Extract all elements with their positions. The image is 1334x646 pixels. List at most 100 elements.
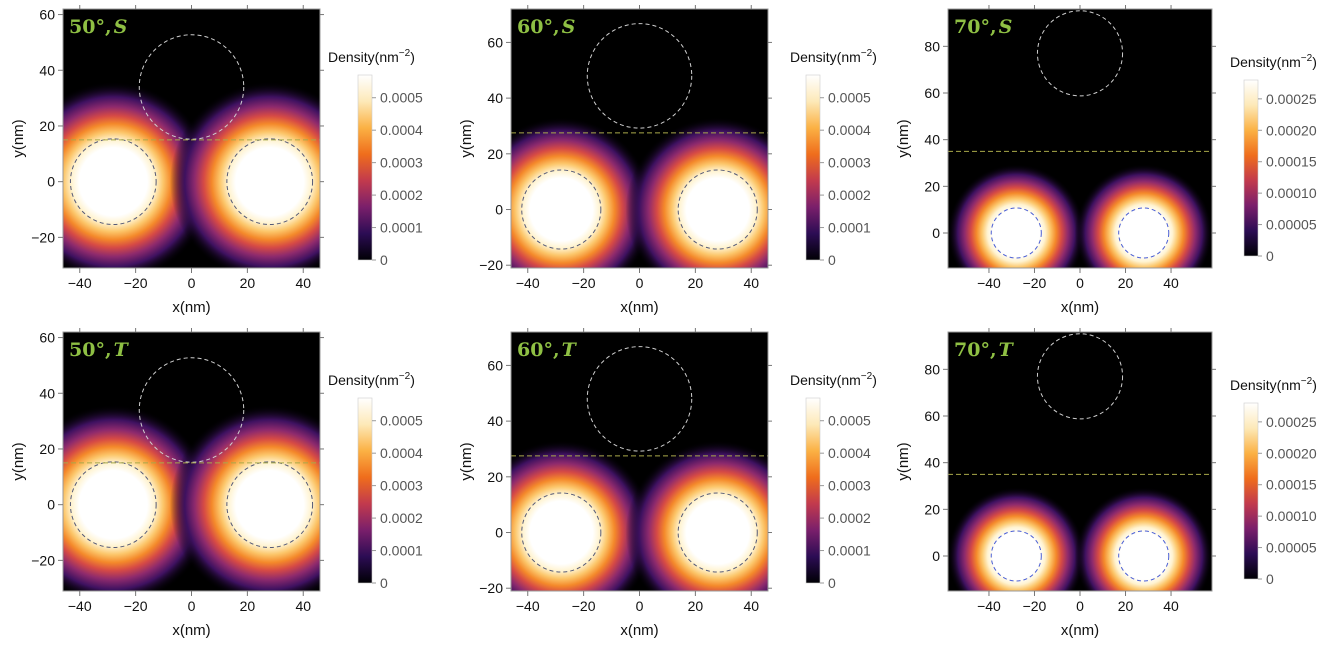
colorbar-tick-label: 0.0004 bbox=[828, 445, 871, 461]
x-tick-label: 20 bbox=[688, 598, 704, 614]
x-tick-label: −40 bbox=[68, 598, 92, 614]
heatmap-panel-3: −40 −20 0 20 40 0 20 40 60 80 x(nm) y(nm) 70°, S 0 0.00… bbox=[895, 5, 1317, 316]
y-tick-label: 60 bbox=[39, 330, 55, 346]
density-blob-2 bbox=[1074, 487, 1212, 591]
colorbar-gradient bbox=[805, 397, 821, 584]
y-tick-label: −20 bbox=[31, 229, 55, 245]
x-tick-label: 40 bbox=[295, 275, 311, 291]
density-blob-1 bbox=[511, 117, 654, 268]
colorbar: 0 0.0001 0.0002 0.0003 0.0004 0.0005 Density(n… bbox=[328, 48, 423, 268]
density-blob-2 bbox=[1074, 164, 1212, 268]
x-axis-label: x(nm) bbox=[1061, 622, 1099, 639]
x-tick-label: 0 bbox=[636, 275, 644, 291]
y-tick-label: 20 bbox=[487, 469, 503, 485]
x-tick-label: −20 bbox=[572, 598, 596, 614]
colorbar: 0 0.0001 0.0002 0.0003 0.0004 0.0005 Density(n… bbox=[790, 48, 877, 268]
blob-outline-circle-2 bbox=[226, 461, 314, 549]
colorbar-tick-label: 0.00020 bbox=[1266, 445, 1317, 461]
colorbar-title: Density(nm−2) bbox=[1230, 53, 1317, 70]
blob-outline-circle-2 bbox=[677, 492, 758, 573]
panel-label: 70°, T bbox=[954, 339, 1015, 361]
y-tick-label: 0 bbox=[47, 174, 55, 190]
colorbar-tick-label: 0 bbox=[1266, 248, 1274, 264]
x-tick-label: 40 bbox=[743, 598, 759, 614]
x-tick-label: −40 bbox=[68, 275, 92, 291]
density-blob-1 bbox=[63, 404, 214, 591]
y-tick-label: 0 bbox=[495, 202, 503, 218]
colorbar-tick-label: 0.00015 bbox=[1266, 477, 1317, 493]
x-axis-label: x(nm) bbox=[620, 622, 658, 639]
heatmap-panel-4: −40 −20 0 20 40 −20 0 20 40 60 x(nm) y(nm) 50°, T 0 0.0… bbox=[10, 328, 423, 639]
y-tick-label: −20 bbox=[31, 552, 55, 568]
density-blob-2 bbox=[625, 440, 768, 591]
density-blob-1 bbox=[948, 487, 1086, 591]
x-tick-label: −20 bbox=[572, 275, 596, 291]
y-tick-label: 0 bbox=[932, 548, 940, 564]
colorbar-tick-label: 0.0002 bbox=[828, 510, 871, 526]
blob-outline-circle-1 bbox=[990, 207, 1042, 259]
colorbar: 0 0.00005 0.00010 0.00015 0.00020 0.00025 Dens… bbox=[1230, 376, 1317, 587]
density-blob-1 bbox=[948, 164, 1086, 268]
y-tick-label: 40 bbox=[487, 90, 503, 106]
x-tick-label: 0 bbox=[188, 275, 196, 291]
x-tick-label: 20 bbox=[688, 275, 704, 291]
x-tick-label: −40 bbox=[977, 275, 1001, 291]
colorbar-title: Density(nm−2) bbox=[328, 371, 415, 388]
colorbar-tick-label: 0 bbox=[380, 252, 388, 268]
colorbar-gradient bbox=[1243, 79, 1259, 257]
colorbar: 0 0.00005 0.00010 0.00015 0.00020 0.00025 Dens… bbox=[1230, 53, 1317, 264]
heatmap-panel-1: −40 −20 0 20 40 −20 0 20 40 60 x(nm) y(nm) 50°, S 0 0.0… bbox=[10, 5, 423, 316]
blob-outline-circle-2 bbox=[1118, 207, 1170, 259]
x-tick-label: 40 bbox=[1163, 275, 1179, 291]
colorbar-tick-label: 0.00010 bbox=[1266, 508, 1317, 524]
x-tick-label: 20 bbox=[240, 275, 256, 291]
blob-outline-circle-2 bbox=[1118, 530, 1170, 582]
y-tick-label: 60 bbox=[39, 7, 55, 23]
colorbar-tick-label: 0.0003 bbox=[828, 478, 871, 494]
x-tick-label: −20 bbox=[1023, 275, 1047, 291]
y-tick-label: 40 bbox=[924, 455, 940, 471]
colorbar-gradient bbox=[357, 397, 373, 584]
y-tick-label: 80 bbox=[924, 361, 940, 377]
colorbar: 0 0.0001 0.0002 0.0003 0.0004 0.0005 Density(n… bbox=[790, 371, 877, 591]
x-tick-label: −40 bbox=[516, 598, 540, 614]
density-blob-2 bbox=[169, 404, 320, 591]
x-tick-label: 40 bbox=[295, 598, 311, 614]
heatmap-panel-6: −40 −20 0 20 40 0 20 40 60 80 x(nm) y(nm) 70°, T 0 0.00… bbox=[895, 328, 1317, 639]
x-tick-label: −40 bbox=[977, 598, 1001, 614]
panel-label: 60°, T bbox=[517, 339, 578, 361]
x-tick-label: −40 bbox=[516, 275, 540, 291]
y-tick-label: 60 bbox=[924, 408, 940, 424]
y-tick-label: 40 bbox=[39, 62, 55, 78]
y-axis-label: y(nm) bbox=[895, 442, 912, 480]
x-tick-label: −20 bbox=[124, 275, 148, 291]
y-tick-label: 60 bbox=[924, 85, 940, 101]
colorbar-tick-label: 0 bbox=[380, 575, 388, 591]
y-tick-label: 40 bbox=[487, 413, 503, 429]
heatmap-panel-2: −40 −20 0 20 40 −20 0 20 40 60 x(nm) y(nm) 60°, S 0 0.0… bbox=[458, 5, 877, 316]
panel-label: 60°, S bbox=[517, 16, 575, 38]
colorbar-tick-label: 0.0004 bbox=[828, 122, 871, 138]
y-tick-label: 20 bbox=[39, 441, 55, 457]
blob-outline-circle-2 bbox=[677, 169, 758, 250]
x-tick-label: 0 bbox=[1076, 275, 1084, 291]
colorbar-tick-label: 0.00025 bbox=[1266, 91, 1317, 107]
y-axis-label: y(nm) bbox=[458, 442, 475, 480]
x-axis-label: x(nm) bbox=[1061, 299, 1099, 316]
x-axis-label: x(nm) bbox=[172, 299, 210, 316]
colorbar-tick-label: 0.0003 bbox=[380, 155, 423, 171]
y-tick-label: −20 bbox=[479, 580, 503, 596]
panel-label: 50°, S bbox=[69, 16, 127, 38]
colorbar-title: Density(nm−2) bbox=[328, 48, 415, 65]
blob-outline-circle-1 bbox=[69, 461, 157, 549]
colorbar-tick-label: 0.00010 bbox=[1266, 185, 1317, 201]
density-blob-1 bbox=[63, 81, 214, 268]
density-blob-1 bbox=[511, 440, 654, 591]
x-tick-label: 20 bbox=[1118, 275, 1134, 291]
colorbar-tick-label: 0 bbox=[1266, 571, 1274, 587]
y-axis-label: y(nm) bbox=[10, 442, 27, 480]
colorbar-tick-label: 0 bbox=[828, 575, 836, 591]
colorbar-tick-label: 0.00005 bbox=[1266, 540, 1317, 556]
colorbar-tick-label: 0.0002 bbox=[380, 187, 423, 203]
